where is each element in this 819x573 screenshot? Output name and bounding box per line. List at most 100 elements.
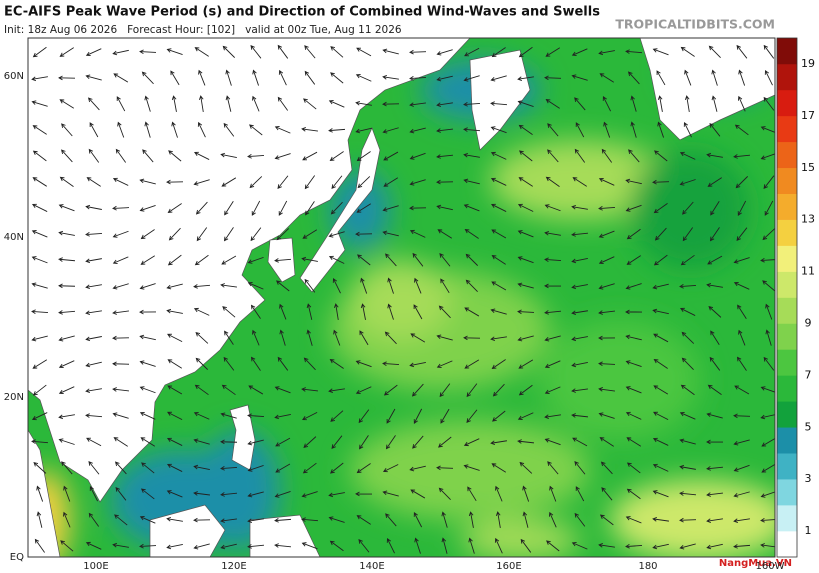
- arrow: [171, 95, 177, 112]
- arrow: [193, 179, 210, 186]
- arrow: [85, 204, 102, 210]
- arrow: [115, 486, 127, 501]
- arrow: [765, 329, 772, 346]
- colorbar-swatch: [777, 323, 797, 350]
- arrow: [116, 96, 126, 112]
- arrow: [193, 491, 210, 496]
- arrow: [707, 255, 723, 265]
- arrow: [276, 228, 290, 241]
- lon-label: 100E: [83, 561, 108, 572]
- arrow: [575, 122, 585, 138]
- arrow: [518, 124, 533, 135]
- arrow: [302, 229, 318, 239]
- arrow: [251, 356, 261, 371]
- arrow: [382, 48, 399, 55]
- arrow: [220, 439, 238, 445]
- arrow: [36, 511, 43, 528]
- arrow: [223, 122, 235, 137]
- colorbar-swatch: [777, 89, 797, 117]
- arrow: [517, 230, 534, 238]
- arrow: [491, 203, 507, 212]
- arrow: [599, 514, 614, 526]
- colorbar-label: 7: [805, 368, 812, 381]
- arrow: [598, 177, 615, 186]
- arrow: [463, 438, 480, 447]
- colorbar-swatch: [777, 505, 797, 532]
- arrow: [544, 204, 561, 212]
- arrow: [222, 45, 236, 58]
- arrow: [220, 152, 237, 158]
- arrow: [112, 283, 129, 290]
- arrow: [355, 127, 372, 134]
- arrow: [140, 229, 155, 240]
- arrow: [139, 178, 156, 185]
- arrow: [412, 252, 424, 267]
- arrow: [706, 543, 723, 550]
- source: TROPICALTIDBITS.COM: [615, 17, 775, 32]
- arrow: [225, 69, 232, 86]
- arrow: [31, 439, 49, 444]
- arrow: [571, 204, 588, 210]
- arrow: [360, 303, 366, 320]
- arrow: [223, 356, 235, 371]
- arrow: [117, 121, 125, 138]
- arrow: [760, 543, 775, 548]
- arrow: [706, 466, 724, 471]
- arrow: [328, 492, 345, 498]
- arrow: [278, 69, 287, 86]
- arrow: [168, 150, 182, 162]
- arrow: [571, 336, 588, 342]
- arrow: [166, 463, 183, 472]
- arrow: [682, 201, 694, 215]
- arrow: [575, 486, 585, 502]
- arrow: [653, 385, 669, 395]
- arrow: [545, 47, 561, 57]
- arrow: [224, 201, 234, 216]
- arrow: [544, 360, 561, 368]
- arrow: [653, 411, 669, 421]
- arrow: [436, 179, 454, 185]
- watermark: NangMua.VN: [719, 558, 792, 569]
- arrow: [112, 49, 129, 56]
- arrow: [737, 356, 747, 371]
- arrow: [331, 175, 343, 190]
- arrow: [708, 45, 721, 59]
- arrow: [306, 329, 313, 346]
- arrow: [85, 258, 102, 264]
- arrow: [491, 229, 507, 239]
- arrow: [58, 75, 76, 81]
- arrow: [684, 69, 692, 86]
- arrow: [247, 439, 264, 446]
- arrow: [763, 96, 775, 111]
- arrow: [193, 284, 211, 289]
- arrow: [544, 335, 561, 342]
- arrow: [144, 121, 151, 138]
- arrow: [518, 177, 533, 187]
- arrow: [517, 412, 534, 421]
- arrow: [302, 411, 318, 421]
- arrow: [625, 411, 642, 420]
- arrow: [279, 303, 287, 320]
- arrow: [679, 464, 696, 470]
- arrow: [519, 150, 533, 162]
- arrow: [383, 177, 399, 187]
- arrow: [571, 310, 588, 316]
- arrow: [680, 384, 695, 396]
- arrow: [301, 542, 318, 550]
- arrow: [466, 383, 478, 398]
- arrow: [139, 516, 156, 524]
- arrow: [301, 517, 319, 522]
- arrow: [466, 409, 478, 423]
- arrow: [733, 281, 750, 290]
- arrow: [31, 230, 48, 238]
- arrow: [760, 153, 775, 160]
- arrow: [706, 152, 723, 158]
- arrow: [707, 177, 722, 187]
- arrow: [301, 387, 318, 392]
- arrow: [114, 514, 128, 526]
- arrow: [410, 333, 426, 343]
- arrow: [625, 544, 643, 549]
- arrow: [382, 101, 400, 107]
- arrow: [679, 491, 697, 496]
- arrow: [385, 513, 397, 527]
